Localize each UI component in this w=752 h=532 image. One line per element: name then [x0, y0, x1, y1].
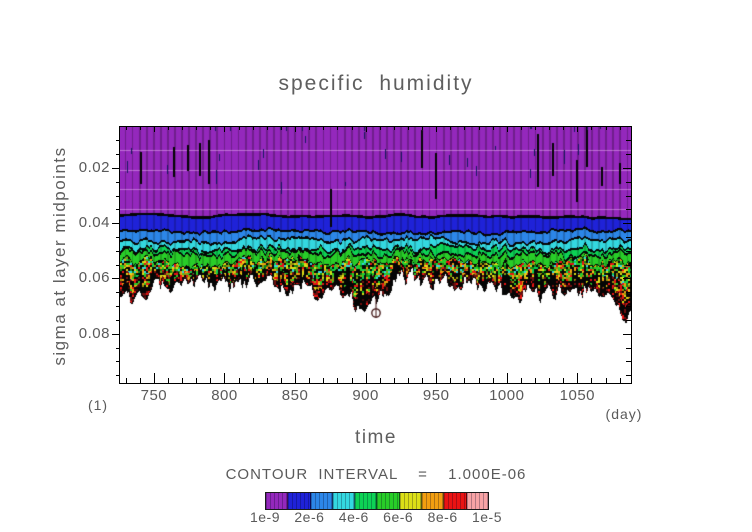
colorbar-level-label: 2e-6: [294, 509, 325, 525]
colorbar-segment: [310, 493, 333, 509]
x-tick-label: 800: [211, 387, 238, 404]
y-tick-label: 0.04: [78, 214, 110, 232]
colorbar-segment: [377, 493, 400, 509]
contour-field-canvas: [120, 127, 631, 383]
x-tick-label: 900: [352, 387, 379, 404]
colorbar: [265, 492, 489, 510]
colorbar-segment: [466, 493, 488, 509]
x-axis-unit-label: (day): [605, 406, 643, 422]
x-axis-start-label: (1): [87, 397, 109, 413]
x-axis-title: time: [355, 427, 397, 448]
x-tick-label: 750: [140, 387, 168, 404]
contour-interval-label: CONTOUR INTERVAL = 1.000E-06: [225, 466, 527, 483]
x-tick-label: 950: [422, 387, 450, 404]
colorbar-segment: [288, 493, 311, 509]
y-tick-label: 0.08: [78, 324, 110, 342]
colorbar-segment: [332, 493, 356, 509]
colorbar-level-label: 1e-5: [471, 509, 503, 525]
colorbar-level-label: 4e-6: [338, 509, 369, 525]
y-tick-label: 0.02: [78, 158, 110, 176]
colorbar-segment: [399, 493, 423, 509]
colorbar-level-label: 1e-9: [249, 509, 281, 525]
colorbar-level-label: 8e-6: [427, 509, 458, 525]
x-tick-label: 1050: [559, 387, 596, 404]
plot-title: specific humidity: [278, 72, 474, 95]
x-tick-label: 1000: [489, 387, 525, 404]
x-tick-label: 850: [281, 387, 309, 404]
colorbar-segment: [266, 493, 289, 509]
colorbar-level-label: 6e-6: [383, 509, 414, 525]
colorbar-segment: [422, 493, 445, 509]
colorbar-segment: [444, 493, 467, 509]
y-tick-label: 0.06: [78, 269, 110, 287]
colorbar-segment: [355, 493, 378, 509]
